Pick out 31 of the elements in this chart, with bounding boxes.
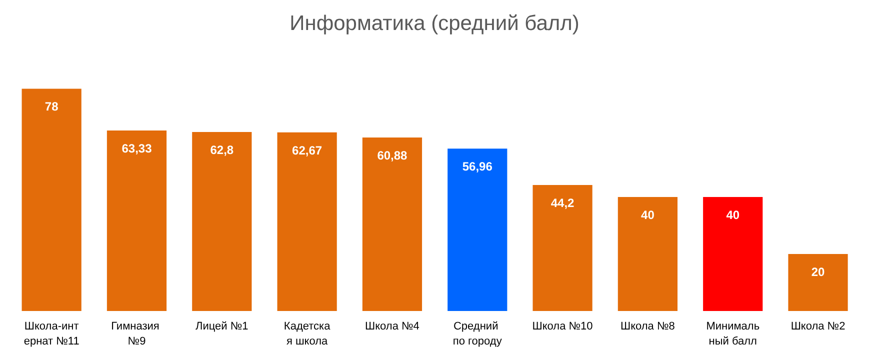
bar bbox=[106, 130, 167, 311]
x-tick-label: Минимальный балл bbox=[706, 320, 760, 348]
bar bbox=[22, 88, 82, 311]
bar bbox=[192, 132, 252, 311]
bar bbox=[618, 197, 678, 311]
data-label: 62,8 bbox=[210, 143, 234, 158]
x-tick-label: Средний по городу bbox=[452, 320, 502, 348]
bar bbox=[277, 132, 337, 311]
bar bbox=[703, 197, 763, 311]
x-tick-label: Школа №4 bbox=[365, 320, 420, 332]
x-tick-label: Школа №10 bbox=[532, 320, 593, 332]
bar bbox=[788, 254, 848, 311]
chart-title: Информатика (средний балл) bbox=[290, 12, 580, 35]
x-tick-label: Школа-интернат №11 bbox=[24, 320, 80, 348]
x-tick-label: Лицей №1 bbox=[196, 320, 248, 332]
data-label: 62,67 bbox=[292, 143, 322, 158]
bar bbox=[362, 137, 422, 311]
x-tick-label: Школа №2 bbox=[790, 320, 846, 332]
x-tick-label: Школа №8 bbox=[620, 320, 675, 332]
data-label: 40 bbox=[641, 208, 655, 222]
bar bbox=[532, 185, 592, 311]
bar bbox=[448, 148, 508, 311]
data-label: 63,33 bbox=[122, 142, 152, 156]
data-label: 20 bbox=[811, 265, 826, 279]
data-label: 56,96 bbox=[462, 160, 493, 174]
data-label: 44,2 bbox=[550, 196, 575, 210]
data-label: 60,88 bbox=[377, 148, 408, 162]
data-label: 78 bbox=[44, 100, 59, 114]
data-label: 40 bbox=[726, 208, 740, 222]
x-tick-label: Гимназия №9 bbox=[111, 320, 162, 348]
x-tick-label: Кадетская школа bbox=[284, 320, 332, 348]
